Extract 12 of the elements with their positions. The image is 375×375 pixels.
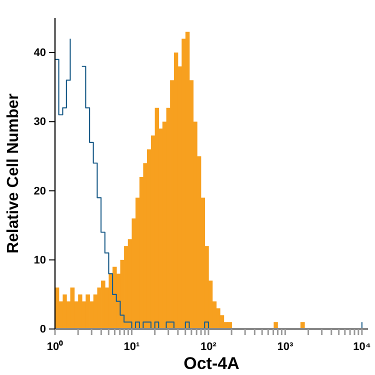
x-tick-label: 10² <box>200 341 217 354</box>
y-tick-label: 20 <box>34 185 46 198</box>
x-tick-label: 10⁴ <box>353 341 371 354</box>
x-tick-label: 10¹ <box>124 341 140 354</box>
y-tick-label: 30 <box>34 116 46 128</box>
y-tick-label: 10 <box>34 254 46 266</box>
y-tick-label: 0 <box>40 324 46 336</box>
y-tick-label: 40 <box>34 47 46 60</box>
x-tick-label: 10³ <box>277 341 294 354</box>
x-axis-title: Oct-4A <box>184 354 240 373</box>
x-tick-label: 10⁰ <box>46 340 64 354</box>
y-axis-title: Relative Cell Number <box>5 93 22 254</box>
